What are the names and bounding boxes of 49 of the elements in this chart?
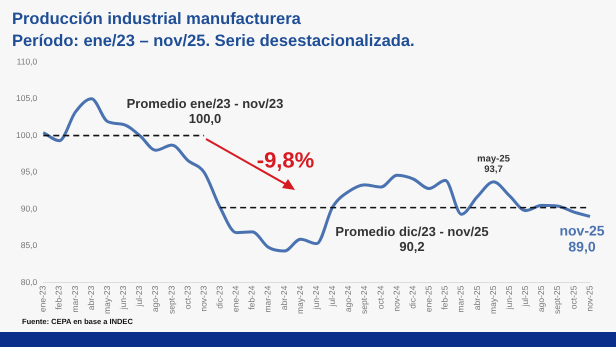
x-tick-label: feb-23 (54, 285, 64, 310)
annotation: Promedio ene/23 - nov/23 100,0 (126, 96, 284, 126)
x-tick-label: feb-25 (440, 285, 450, 310)
annotation: may-25 93,7 (477, 153, 511, 176)
x-tick-label: mar-23 (70, 285, 80, 313)
x-tick-label: abr-24 (278, 285, 289, 310)
x-tick-label: jun-24 (310, 285, 321, 310)
chart-title: Producción industrial manufacturera (12, 9, 302, 30)
x-tick-label: nov-25 (584, 285, 594, 312)
x-tick-label: abr-23 (86, 285, 96, 310)
x-tick-label: jun-25 (504, 285, 514, 310)
y-tick-label: 85,0 (20, 240, 38, 250)
annotation: Promedio dic/23 - nov/25 90,2 (335, 224, 489, 254)
x-tick-label: jul-23 (134, 285, 144, 308)
x-tick-label: mar-24 (262, 285, 273, 313)
y-tick-label: 105,0 (16, 93, 38, 104)
x-tick-label: sept-23 (166, 285, 176, 314)
x-tick-label: feb-24 (246, 285, 257, 310)
x-tick-label: ago-25 (536, 285, 546, 312)
x-tick-label: may-25 (488, 285, 498, 314)
x-tick-label: sept-24 (359, 285, 370, 314)
y-tick-label: 110,0 (16, 56, 38, 66)
x-tick-label: oct-23 (182, 285, 192, 310)
x-tick-label: ene-23 (38, 285, 48, 312)
x-tick-label: jul-25 (520, 285, 530, 308)
y-tick-label: 80,0 (20, 276, 38, 287)
x-tick-label: abr-25 (472, 285, 482, 310)
x-tick-label: nov-23 (198, 285, 208, 312)
x-tick-label: oct-25 (568, 285, 578, 310)
chart-subtitle: Período: ene/23 – nov/25. Serie desestacionalizada. (12, 31, 415, 52)
x-tick-label: nov-24 (391, 285, 402, 312)
y-tick-label: 100,0 (16, 130, 38, 140)
x-tick-label: dic-24 (407, 285, 418, 309)
x-tick-label: jun-23 (118, 285, 128, 310)
x-tick-label: sept-25 (552, 285, 562, 314)
y-tick-label: 90,0 (20, 203, 38, 214)
x-tick-label: mar-25 (456, 285, 466, 313)
x-tick-label: ene-25 (424, 285, 434, 312)
x-tick-label: ago-23 (150, 285, 160, 312)
x-tick-label: oct-24 (375, 285, 386, 310)
x-tick-label: dic-23 (214, 285, 224, 309)
x-tick-label: ene-24 (230, 285, 241, 312)
annotation: nov-25 89,0 (559, 222, 605, 254)
x-tick-label: jul-24 (327, 285, 338, 308)
annotation: -9,8% (256, 148, 314, 173)
x-tick-label: may-24 (294, 285, 305, 314)
x-tick-label: ago-24 (343, 285, 354, 312)
y-tick-label: 95,0 (20, 166, 38, 177)
x-tick-label: may-23 (102, 285, 112, 314)
